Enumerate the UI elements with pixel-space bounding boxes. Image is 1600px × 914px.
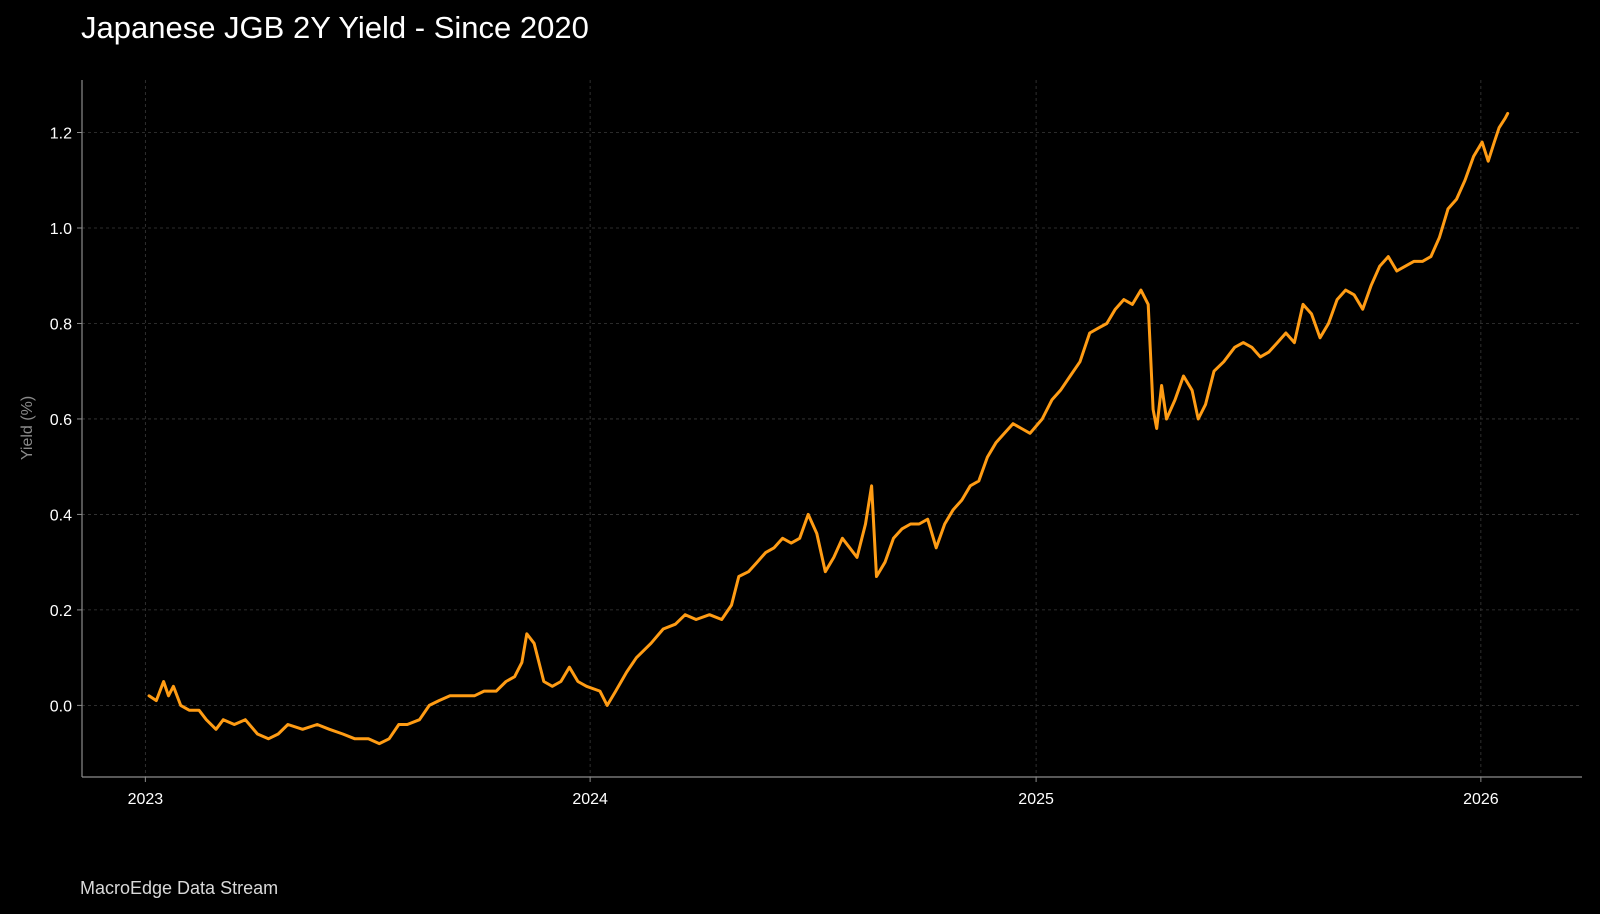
x-tick-label: 2026 (1463, 791, 1499, 808)
x-tick-label: 2023 (128, 791, 164, 808)
y-tick-label: 1.0 (50, 221, 72, 238)
y-tick-label: 0.8 (50, 316, 72, 333)
y-tick-label: 1.2 (50, 126, 72, 143)
series-layer (147, 111, 1510, 746)
y-tick-label: 0.4 (50, 507, 72, 524)
tick-labels: 0.0 0.2 0.4 0.6 0.8 1.0 1.2 2023 2024 2025 2026 (50, 126, 1499, 808)
y-tick-label: 0.2 (50, 603, 72, 620)
axes-layer (77, 80, 1582, 782)
y-tick-label: 0.6 (50, 412, 72, 429)
x-tick-label: 2025 (1018, 791, 1054, 808)
y-axis-title: Yield (%) (19, 396, 36, 460)
data-source-credit: MacroEdge Data Stream (80, 878, 279, 898)
chart-title: Japanese JGB 2Y Yield - Since 2020 (81, 10, 589, 45)
yield-series-line (147, 111, 1510, 746)
grid-layer (82, 80, 1582, 777)
x-tick-label: 2024 (572, 791, 608, 808)
y-tick-label: 0.0 (50, 698, 72, 715)
